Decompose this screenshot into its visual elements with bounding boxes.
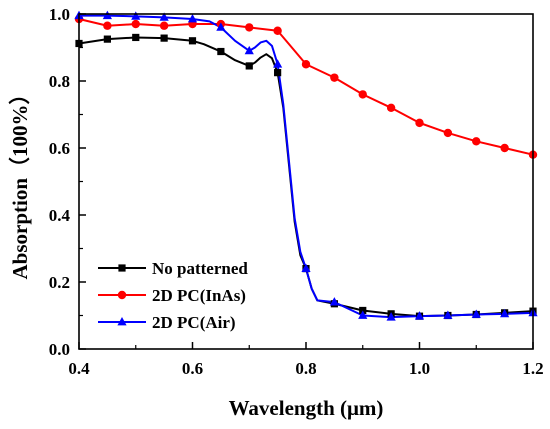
data-point bbox=[301, 60, 311, 69]
data-point bbox=[131, 11, 141, 20]
data-point bbox=[103, 35, 111, 43]
axis-tick-labels: 0.4 0.6 0.8 1.0 1.2 0.0 0.2 0.4 0.6 0.8 1.0 bbox=[49, 5, 544, 378]
data-point bbox=[358, 310, 368, 319]
data-point bbox=[386, 103, 396, 113]
legend: No patterned 2D PC(InAs) 2D PC(Air) bbox=[98, 259, 248, 332]
data-point bbox=[244, 45, 254, 55]
legend-marker bbox=[117, 290, 127, 300]
x-tick-label: 0.6 bbox=[182, 359, 203, 378]
data-point bbox=[131, 19, 140, 29]
data-point bbox=[187, 14, 198, 23]
x-tick-label: 1.0 bbox=[409, 359, 430, 378]
y-tick-label: 0.4 bbox=[49, 206, 71, 225]
legend-label: No patterned bbox=[152, 259, 248, 278]
data-point bbox=[358, 90, 367, 99]
axis-ticks bbox=[78, 13, 534, 350]
data-point bbox=[443, 310, 453, 319]
data-point bbox=[329, 297, 339, 306]
data-point bbox=[160, 34, 168, 42]
data-point bbox=[500, 143, 509, 153]
data-point bbox=[217, 47, 225, 56]
data-point bbox=[102, 10, 112, 20]
data-point bbox=[132, 33, 140, 42]
data-point bbox=[471, 309, 481, 318]
data-point bbox=[415, 118, 424, 128]
data-point bbox=[159, 21, 169, 30]
series-line bbox=[78, 18, 534, 156]
data-point bbox=[359, 306, 367, 315]
data-point bbox=[103, 21, 112, 30]
data-point bbox=[330, 73, 339, 82]
y-tick-label: 0.8 bbox=[49, 72, 70, 91]
legend-marker bbox=[117, 317, 127, 326]
data-point bbox=[274, 69, 282, 77]
data-point bbox=[500, 308, 510, 318]
legend-label: 2D PC(InAs) bbox=[152, 286, 246, 305]
data-point bbox=[245, 62, 253, 70]
data-point bbox=[159, 12, 169, 21]
series-line bbox=[78, 36, 534, 318]
legend-marker bbox=[118, 264, 126, 272]
data-point bbox=[188, 37, 197, 45]
x-tick-label: 0.8 bbox=[295, 359, 316, 378]
y-tick-label: 1.0 bbox=[49, 5, 70, 24]
series-line bbox=[79, 14, 534, 319]
data-point bbox=[245, 23, 254, 32]
data-point bbox=[414, 311, 425, 320]
legend-label: 2D PC(Air) bbox=[152, 313, 236, 332]
data-point bbox=[273, 26, 282, 35]
y-tick-label: 0.0 bbox=[49, 340, 70, 359]
data-point bbox=[216, 22, 226, 31]
x-axis-label: Wavelength (μm) bbox=[229, 396, 384, 420]
data-point bbox=[386, 312, 396, 321]
data-point bbox=[472, 137, 481, 146]
data-point bbox=[301, 263, 311, 272]
series-markers bbox=[74, 10, 538, 321]
y-axis-label: Absorption（100%） bbox=[8, 83, 32, 279]
y-tick-label: 0.2 bbox=[49, 273, 70, 292]
series-curves bbox=[78, 14, 534, 319]
x-tick-label: 0.4 bbox=[68, 359, 90, 378]
y-tick-label: 0.6 bbox=[49, 139, 70, 158]
data-point bbox=[443, 128, 453, 138]
data-point bbox=[273, 59, 283, 68]
x-tick-label: 1.2 bbox=[522, 359, 543, 378]
